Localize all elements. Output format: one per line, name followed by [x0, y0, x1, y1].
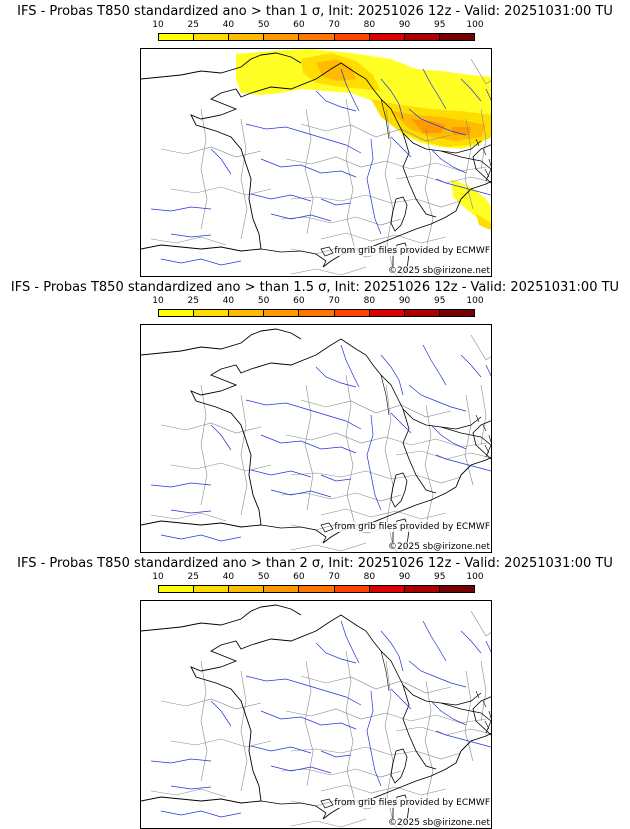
colorbar-segment: [264, 586, 300, 592]
panel-title: IFS - Probas T850 standardized ano > tha…: [17, 556, 613, 571]
panel-1: IFS - Probas T850 standardized ano > tha…: [0, 0, 630, 277]
credit-source: from grib files provided by ECMWF: [334, 798, 490, 808]
colorbar-segment: [299, 34, 335, 40]
tick-label: 80: [363, 572, 376, 582]
credit-source: from grib files provided by ECMWF: [334, 522, 490, 532]
probability-map: [141, 604, 491, 828]
colorbar: [158, 309, 475, 317]
colorbar: [158, 585, 475, 593]
colorbar-segment: [369, 310, 405, 316]
probability-shading: [236, 49, 491, 231]
tick-label: 80: [363, 296, 376, 306]
tick-label: 70: [328, 20, 340, 30]
credit-copyright: ©2025 sb@irizone.net: [388, 542, 490, 552]
tick-label: 90: [398, 572, 411, 582]
colorbar-segment: [439, 34, 474, 40]
tick-label: 40: [222, 296, 235, 306]
colorbar-segment: [264, 310, 300, 316]
colorbar: [158, 33, 475, 41]
colorbar-segment: [334, 34, 370, 40]
colorbar-segment: [439, 310, 474, 316]
probability-map: [141, 49, 491, 276]
colorbar-segment: [229, 34, 265, 40]
colorbar-segment: [299, 310, 335, 316]
probability-map: [141, 328, 491, 552]
colorbar-segment: [159, 34, 195, 40]
tick-label: 90: [398, 296, 411, 306]
tick-label: 25: [187, 20, 199, 30]
colorbar-segment: [299, 586, 335, 592]
panel-3: IFS - Probas T850 standardized ano > tha…: [0, 552, 630, 829]
colorbar-segment: [439, 586, 474, 592]
tick-label: 90: [398, 20, 411, 30]
colorbar-segment: [404, 310, 440, 316]
colorbar-segment: [334, 586, 370, 592]
colorbar-segment: [229, 586, 265, 592]
tick-label: 25: [187, 296, 199, 306]
tick-label: 40: [222, 572, 235, 582]
colorbar-segment: [159, 586, 195, 592]
tick-label: 40: [222, 20, 235, 30]
colorbar-segment: [159, 310, 195, 316]
colorbar-segment: [194, 34, 230, 40]
tick-label: 95: [434, 296, 446, 306]
tick-label: 10: [152, 20, 164, 30]
tick-label: 25: [187, 572, 199, 582]
colorbar-segment: [404, 586, 440, 592]
tick-label: 60: [293, 20, 305, 30]
colorbar-segment: [194, 310, 230, 316]
tick-label: 50: [257, 296, 270, 306]
tick-label: 10: [152, 572, 164, 582]
panel-2: IFS - Probas T850 standardized ano > tha…: [0, 276, 630, 553]
tick-label: 60: [293, 296, 305, 306]
credit-source: from grib files provided by ECMWF: [334, 246, 490, 256]
colorbar-ticks: 10 25 40 50 60 70 80 90 95 100: [152, 20, 483, 30]
colorbar-ticks: 10 25 40 50 60 70 80 90 95 100: [152, 572, 483, 582]
colorbar-segment: [264, 34, 300, 40]
colorbar-segment: [369, 34, 405, 40]
tick-label: 100: [466, 20, 484, 30]
tick-label: 95: [434, 20, 446, 30]
colorbar-segment: [369, 586, 405, 592]
colorbar-segment: [194, 586, 230, 592]
tick-label: 70: [328, 572, 340, 582]
tick-label: 70: [328, 296, 340, 306]
colorbar-ticks: 10 25 40 50 60 70 80 90 95 100: [152, 296, 483, 306]
tick-label: 80: [363, 20, 376, 30]
tick-label: 60: [293, 572, 305, 582]
credit-copyright: ©2025 sb@irizone.net: [388, 818, 490, 828]
colorbar-segment: [229, 310, 265, 316]
colorbar-segment: [404, 34, 440, 40]
tick-label: 95: [434, 572, 446, 582]
tick-label: 10: [152, 296, 164, 306]
tick-label: 100: [466, 296, 484, 306]
credit-copyright: ©2025 sb@irizone.net: [388, 266, 490, 276]
panel-title: IFS - Probas T850 standardized ano > tha…: [10, 280, 620, 295]
map-frame: [140, 600, 492, 829]
map-frame: [140, 324, 492, 553]
tick-label: 50: [257, 572, 270, 582]
panel-title: IFS - Probas T850 standardized ano > tha…: [17, 4, 613, 19]
tick-label: 100: [466, 572, 484, 582]
tick-label: 50: [257, 20, 270, 30]
colorbar-segment: [334, 310, 370, 316]
map-frame: [140, 48, 492, 277]
